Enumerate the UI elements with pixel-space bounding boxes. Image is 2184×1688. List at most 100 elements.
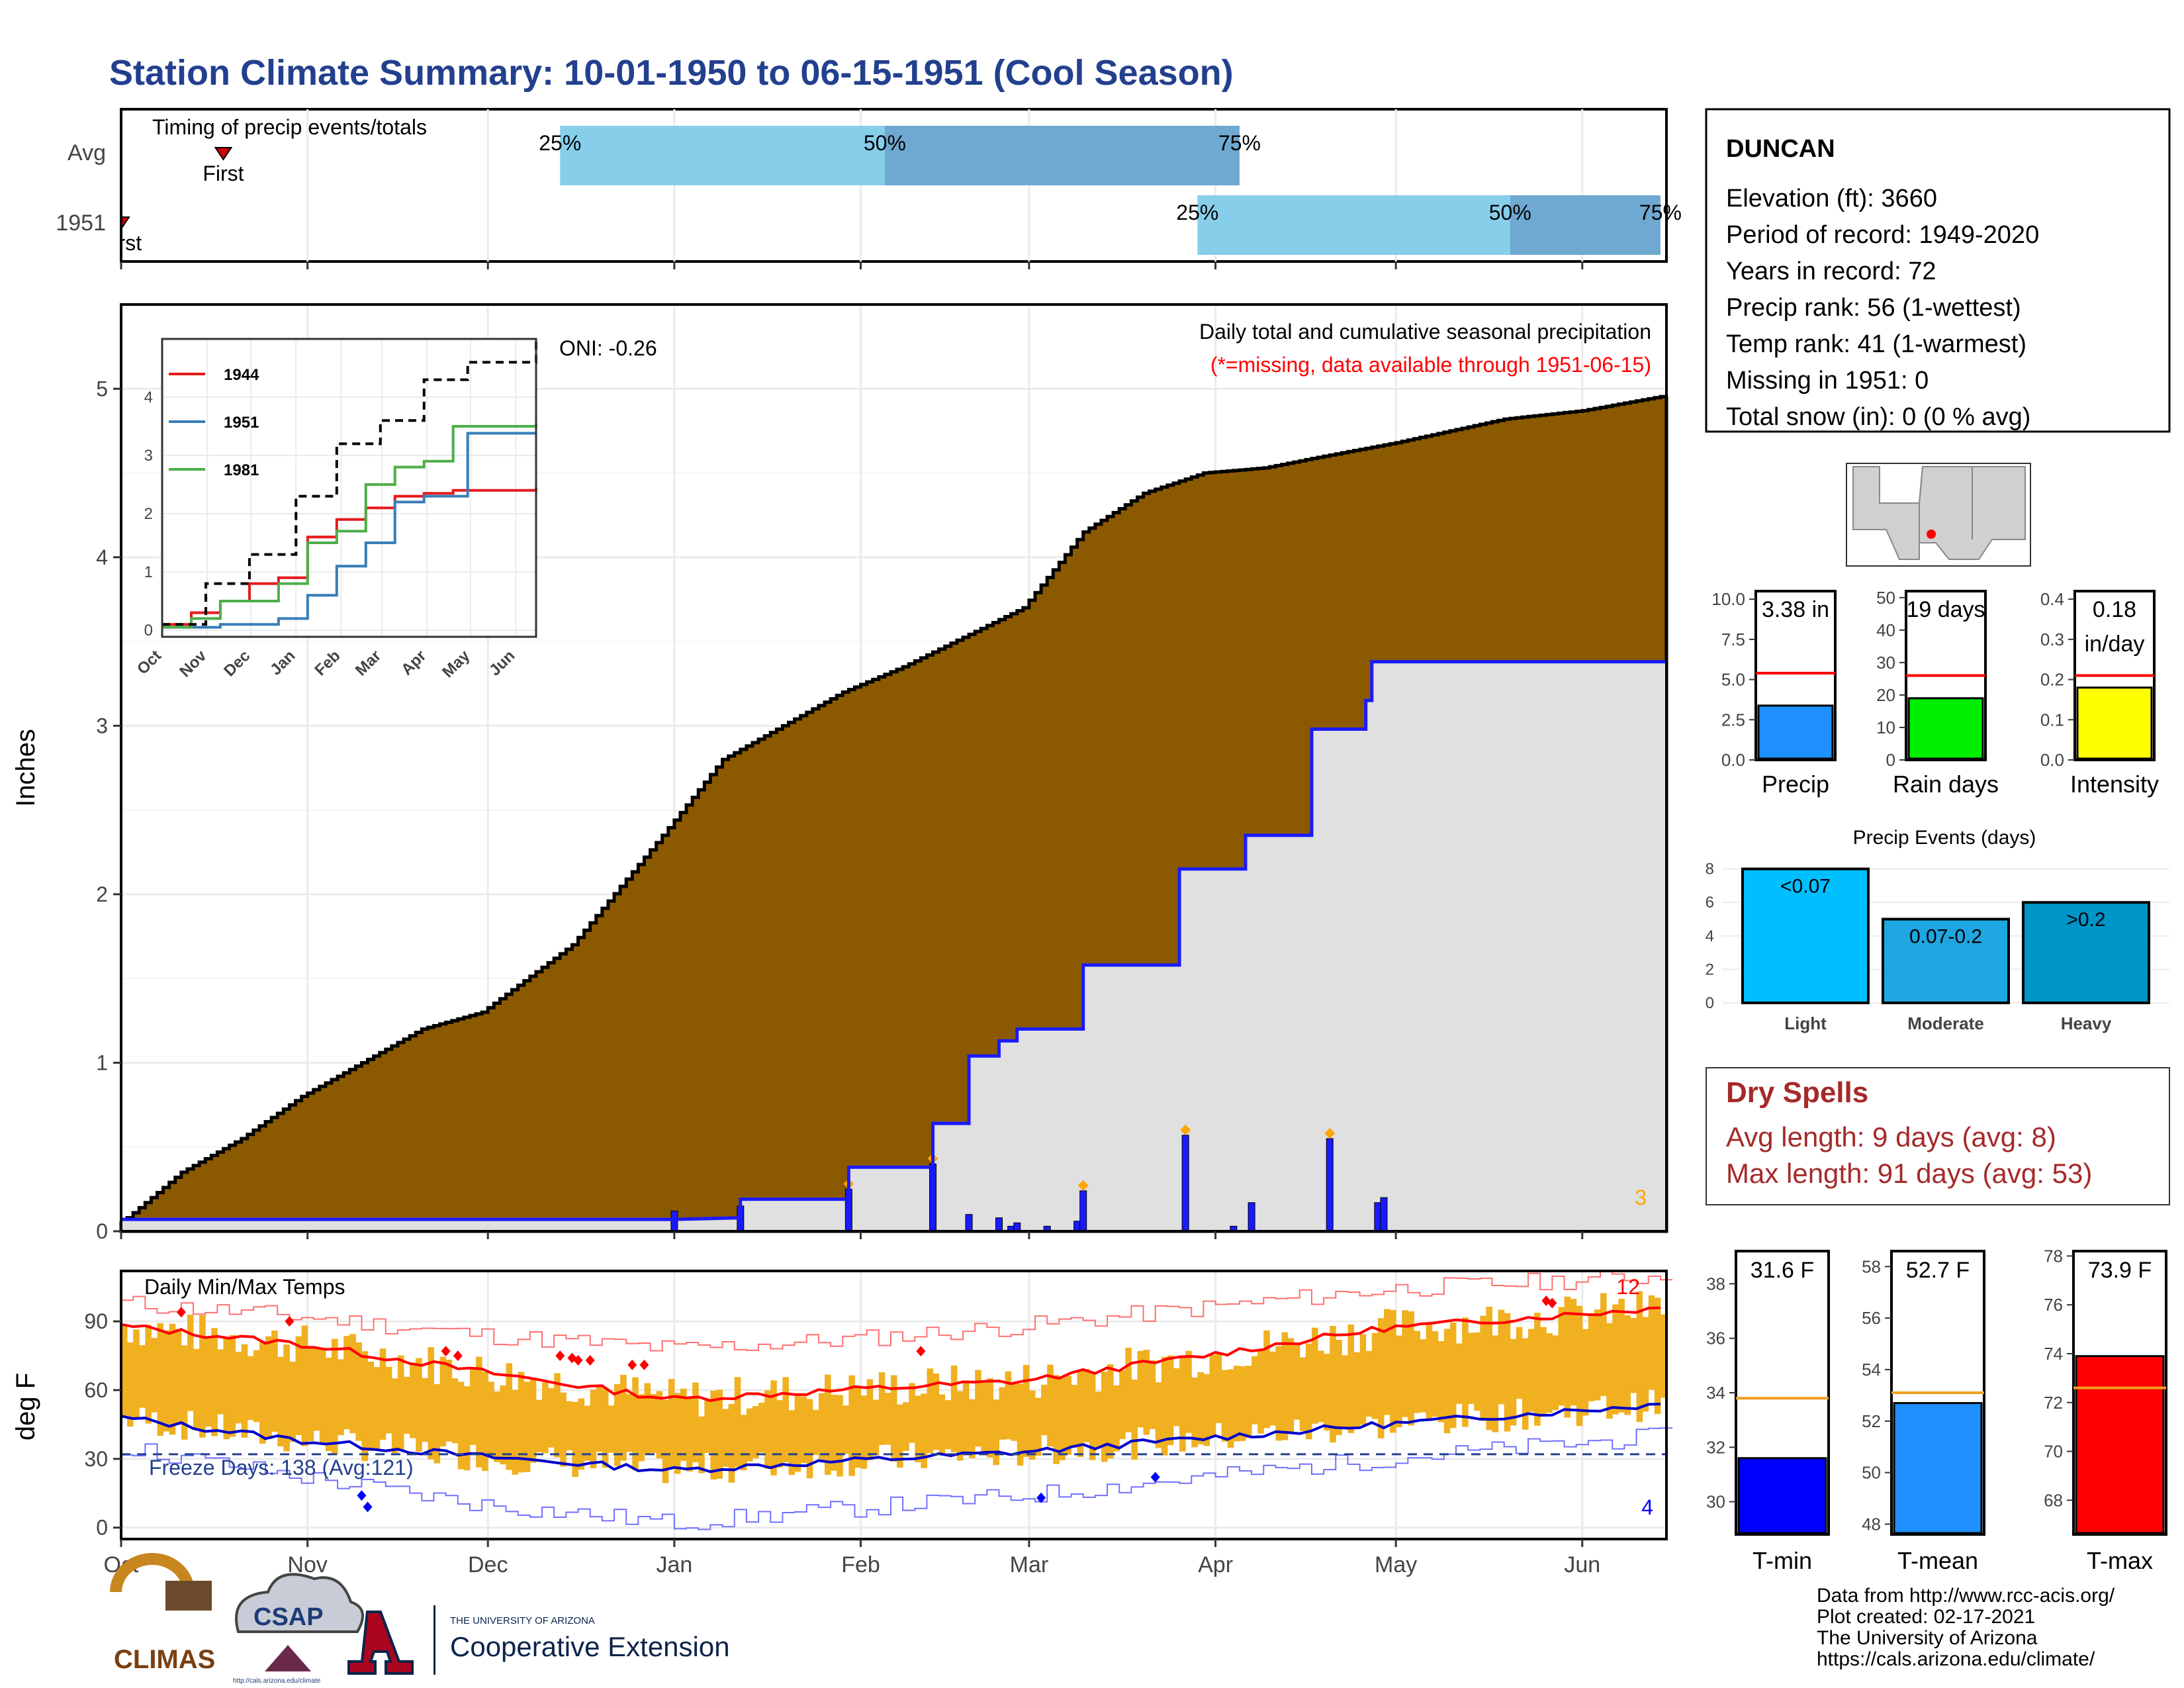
daily-temp-bar xyxy=(1227,1369,1234,1448)
temp-t-min-value: 31.6 F xyxy=(1751,1258,1814,1283)
precip-events-bars: <0.07 Light 0.07-0.2 Moderate >0.2 Heavy xyxy=(1741,867,2150,1033)
daily-temp-bar xyxy=(397,1355,404,1451)
daily-temp-bar xyxy=(1113,1385,1120,1452)
daily-temp-bar xyxy=(999,1387,1006,1440)
daily-temp-bar xyxy=(1456,1343,1463,1404)
ua-divider xyxy=(433,1605,435,1675)
daily-temp-bar xyxy=(1359,1334,1367,1425)
temp-t-mean-value: 52.7 F xyxy=(1906,1258,1970,1283)
events-category-label: Light xyxy=(1784,1013,1827,1033)
footer-line-1: Data from http://www.rcc-acis.org/ xyxy=(1817,1585,2115,1607)
inset-legend-label: 1981 xyxy=(224,461,259,479)
daily-temp-bar xyxy=(1028,1390,1036,1460)
daily-temp-bar xyxy=(1089,1372,1096,1460)
timing-row-1951-label: 1951 xyxy=(56,211,106,236)
daily-temp-bar xyxy=(956,1391,964,1461)
temp-t-max-value: 73.9 F xyxy=(2088,1258,2152,1283)
daily-temp-bar xyxy=(890,1375,897,1462)
station-years: Years in record: 72 xyxy=(1726,258,1936,285)
daily-temp-bar xyxy=(987,1378,993,1458)
daily-temp-bar xyxy=(1534,1313,1541,1426)
temp-t-max-bar xyxy=(2075,1355,2165,1534)
precip-y-tick-label: 4 xyxy=(96,545,108,569)
daily-temp-bar xyxy=(608,1405,615,1453)
daily-precip-bar xyxy=(1181,1135,1189,1232)
daily-temp-bar xyxy=(764,1390,771,1469)
temp-t-mean-tick-label: 52 xyxy=(1862,1411,1881,1431)
daily-temp-bar xyxy=(1612,1304,1619,1415)
daily-temp-bar xyxy=(1383,1309,1390,1415)
daily-temp-bar xyxy=(1071,1385,1078,1448)
mini-precip-tick-label: 10.0 xyxy=(1711,589,1745,609)
daily-temp-bar xyxy=(848,1375,855,1476)
events-bar-label: <0.07 xyxy=(1780,876,1831,898)
mini-rain-days-tick-label: 40 xyxy=(1876,620,1895,640)
inset-y-tick-label: 1 xyxy=(144,563,153,581)
dry-spells-box: Dry Spells Avg length: 9 days (avg: 8) M… xyxy=(1706,1067,2170,1205)
mini-intensity-value: 0.18 xyxy=(2093,597,2136,622)
heavy-count-label: 3 xyxy=(1635,1186,1647,1209)
timing-q25-label: 25% xyxy=(539,131,581,155)
events-y-tick-label: 2 xyxy=(1706,961,1714,978)
temp-t-min-tick-label: 34 xyxy=(1706,1383,1725,1403)
daily-temp-bar xyxy=(1167,1355,1174,1446)
daily-temp-bar xyxy=(740,1415,747,1471)
record-low-marker-icon xyxy=(357,1490,367,1501)
daily-temp-bar xyxy=(1390,1310,1396,1433)
daily-temp-bar xyxy=(1047,1364,1054,1447)
daily-temp-bar xyxy=(451,1378,459,1444)
climas-logo-text: CLIMAS xyxy=(114,1645,215,1674)
station-snow: Total snow (in): 0 (0 % avg) xyxy=(1726,403,2030,431)
daily-temp-bar xyxy=(1011,1383,1018,1441)
daily-temp-bar xyxy=(981,1382,987,1454)
month-label: Feb xyxy=(841,1552,880,1577)
daily-temp-bar xyxy=(367,1361,375,1451)
map-borders xyxy=(1879,466,1973,543)
mini-rain-days-tick-label: 20 xyxy=(1876,685,1895,705)
daily-temp-bar xyxy=(1462,1317,1469,1427)
daily-temp-bar xyxy=(1263,1330,1270,1429)
inset-series-line xyxy=(162,423,537,629)
daily-temp-bar xyxy=(788,1410,796,1476)
daily-temp-bar xyxy=(529,1380,537,1463)
climas-mountain-icon xyxy=(165,1581,212,1611)
mini-rain-days-tick-label: 10 xyxy=(1876,718,1895,737)
mini-intensity-tick-label: 0.1 xyxy=(2040,710,2064,729)
daily-temp-bar xyxy=(1101,1372,1108,1462)
daily-precip-bar xyxy=(995,1217,1003,1232)
precip-y-axis: 0 1 2 3 4 5 xyxy=(96,261,1584,1243)
station-temp-rank: Temp rank: 41 (1-warmest) xyxy=(1726,330,2026,358)
precip-events-title: Precip Events (days) xyxy=(1853,827,2036,849)
daily-temp-bar xyxy=(307,1348,314,1442)
daily-precip-bar xyxy=(1248,1202,1255,1232)
daily-temp-bar xyxy=(1420,1339,1427,1413)
daily-temp-bar xyxy=(1636,1291,1643,1423)
map-regions xyxy=(1852,466,2026,560)
first-label: First xyxy=(203,162,244,185)
daily-temp-bar xyxy=(1443,1329,1451,1434)
temp-t-max-tick-label: 72 xyxy=(2044,1393,2063,1413)
record-min-line xyxy=(121,1427,1673,1530)
missing-note: (*=missing, data available through 1951-… xyxy=(1210,353,1651,377)
mini-intensity-label: Intensity xyxy=(2070,771,2159,798)
temp-t-min-tick-label: 36 xyxy=(1706,1329,1725,1348)
daily-precip-bar xyxy=(1079,1190,1087,1232)
daily-temp-bar xyxy=(457,1382,465,1470)
daily-temp-bar xyxy=(656,1391,663,1459)
daily-temp-bar xyxy=(1594,1309,1601,1401)
daily-temp-bar xyxy=(1155,1382,1162,1448)
season-mini-bars: 0.0 2.5 5.0 7.5 10.0 3.38 in Precip 0 10 20 30 40 50… xyxy=(1711,588,2159,798)
daily-temp-bar xyxy=(854,1387,862,1468)
daily-temp-bar xyxy=(860,1395,868,1469)
timing-q2-bar xyxy=(1510,195,1661,255)
daily-temp-bar xyxy=(343,1336,350,1430)
daily-temp-bar xyxy=(1546,1333,1553,1413)
events-bar xyxy=(1741,867,1870,1005)
daily-temp-bar xyxy=(506,1363,513,1470)
mini-intensity-tick-label: 0.3 xyxy=(2040,630,2064,649)
events-bar-label: 0.07-0.2 xyxy=(1909,926,1982,948)
daily-temp-bar xyxy=(770,1380,777,1476)
ua-logo: THE UNIVERSITY OF ARIZONA Cooperative Ex… xyxy=(347,1605,730,1675)
daily-temp-bar xyxy=(181,1345,188,1440)
daily-temp-bar xyxy=(812,1409,819,1456)
